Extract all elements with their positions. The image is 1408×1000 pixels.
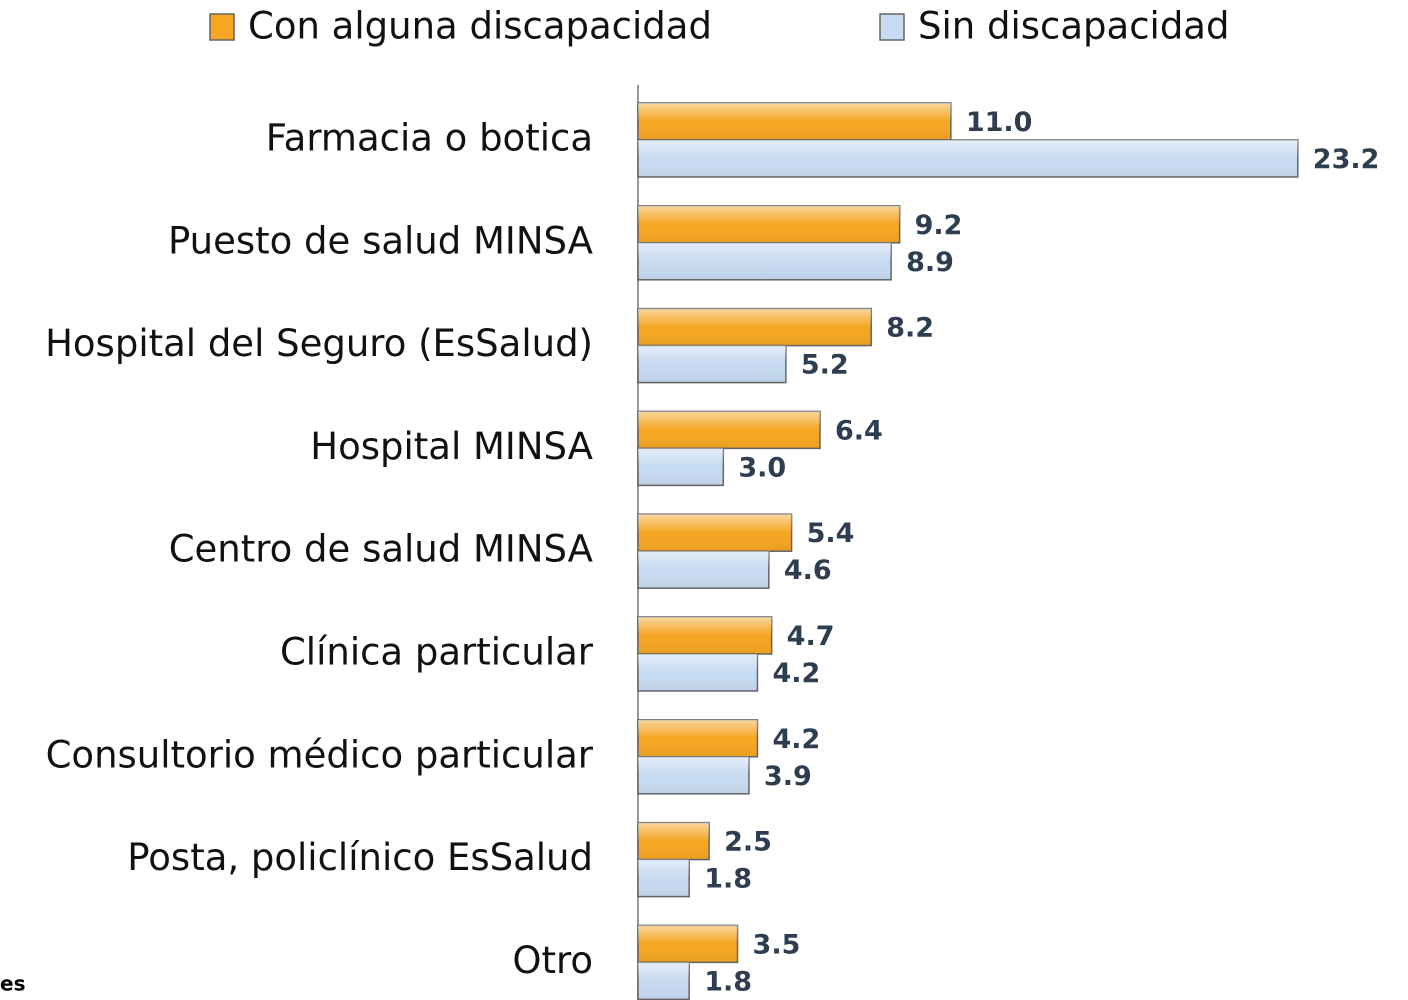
- value-label: 4.6: [784, 555, 832, 586]
- note: es: [0, 972, 25, 996]
- legend-swatch: [879, 13, 905, 41]
- value-label: 4.7: [787, 621, 835, 652]
- value-label: 2.5: [724, 827, 772, 858]
- category-label: Clínica particular: [280, 631, 594, 674]
- category-label: Otro: [512, 939, 593, 982]
- legend-label: Con alguna discapacidad: [248, 5, 712, 48]
- bar-shine: [638, 345, 786, 383]
- category-label: Puesto de salud MINSA: [168, 219, 593, 262]
- bar-shine: [638, 719, 758, 757]
- value-label: 23.2: [1313, 144, 1380, 175]
- bar-shine: [638, 822, 710, 860]
- bar-shine: [638, 756, 749, 794]
- value-label: 4.2: [772, 658, 820, 689]
- value-label: 4.2: [772, 724, 820, 755]
- value-label: 1.8: [704, 966, 752, 997]
- value-label: 3.9: [764, 761, 812, 792]
- category-label: Hospital MINSA: [310, 425, 593, 468]
- legend-swatch: [209, 13, 235, 41]
- category-label: Centro de salud MINSA: [169, 528, 593, 571]
- bar-shine: [638, 514, 792, 552]
- category-label: Posta, policlínico EsSalud: [127, 836, 593, 879]
- value-label: 3.0: [738, 452, 786, 483]
- bar-shine: [638, 448, 724, 486]
- bar-shine: [638, 925, 738, 963]
- bar-shine: [638, 103, 951, 140]
- legend-label: Sin discapacidad: [918, 5, 1229, 48]
- bar-shine: [638, 551, 769, 589]
- category-label: Hospital del Seguro (EsSalud): [45, 322, 593, 365]
- bar-shine: [638, 962, 690, 1000]
- bar-shine: [638, 308, 872, 346]
- value-label: 8.9: [906, 247, 954, 278]
- value-label: 1.8: [704, 864, 752, 895]
- value-label: 8.2: [886, 313, 934, 344]
- category-label: Farmacia o botica: [266, 117, 593, 160]
- value-label: 9.2: [915, 210, 963, 241]
- value-label: 11.0: [966, 107, 1033, 138]
- value-label: 5.4: [807, 518, 855, 549]
- bar-shine: [638, 411, 821, 449]
- bar-shine: [638, 654, 758, 691]
- category-label: Consultorio médico particular: [46, 733, 594, 776]
- bar-shine: [638, 859, 690, 897]
- bar-shine: [638, 242, 892, 280]
- value-label: 5.2: [801, 350, 849, 381]
- bar-shine: [638, 205, 900, 243]
- bar-shine: [638, 140, 1298, 177]
- value-label: 6.4: [835, 415, 883, 446]
- bar-shine: [638, 617, 772, 654]
- value-label: 3.5: [753, 929, 801, 960]
